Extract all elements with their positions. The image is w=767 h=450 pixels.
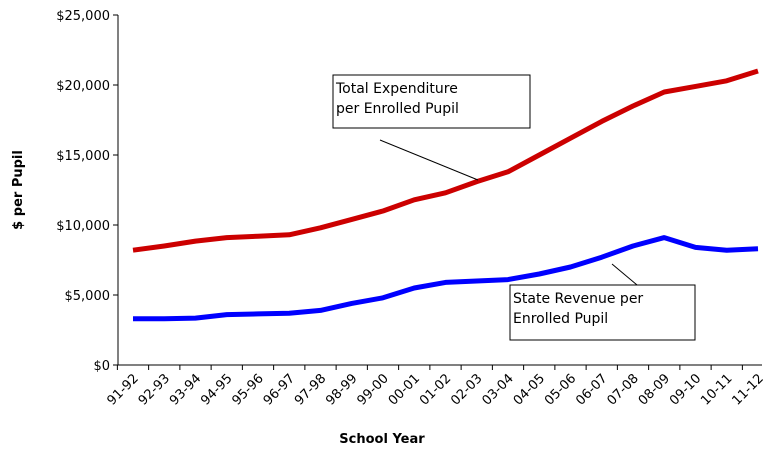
x-tick-label: 00-01: [386, 371, 423, 408]
x-tick-label: 94-95: [198, 371, 235, 408]
x-tick-label: 06-07: [573, 371, 610, 408]
y-tick-label: $10,000: [56, 219, 110, 234]
annotation-text: per Enrolled Pupil: [336, 101, 459, 117]
x-tick-label: 97-98: [292, 371, 329, 408]
y-tick-label: $15,000: [56, 149, 110, 164]
x-axis-title: School Year: [339, 432, 425, 447]
x-tick-label: 96-97: [261, 371, 298, 408]
y-tick-label: $5,000: [65, 289, 111, 304]
annotation-text: State Revenue per: [513, 291, 643, 307]
annotation-box: [509, 284, 696, 341]
x-tick-label: 98-99: [323, 371, 360, 408]
x-tick-label: 11-12: [730, 371, 767, 408]
x-tick-label: 08-09: [636, 371, 673, 408]
x-tick-label: 09-10: [667, 371, 704, 408]
y-tick-label: $20,000: [56, 79, 110, 94]
x-tick-label: 95-96: [230, 371, 267, 408]
x-tick-label: 91-92: [105, 371, 142, 408]
x-tick-label: 04-05: [511, 371, 548, 408]
x-tick-label: 03-04: [480, 371, 517, 408]
annotation-box: [332, 74, 531, 129]
y-tick-label: $25,000: [56, 9, 110, 24]
x-tick-label: 07-08: [605, 371, 642, 408]
x-tick-label: 05-06: [542, 371, 579, 408]
y-tick-label: $0: [93, 359, 110, 374]
x-tick-label: 02-03: [448, 371, 485, 408]
series-line: [132, 68, 759, 253]
x-tick-label: 93-94: [167, 371, 204, 408]
series-line: [133, 235, 759, 322]
annotation-leader: [379, 139, 479, 181]
y-axis-title: $ per Pupil: [11, 150, 26, 230]
x-tick-label: 92-93: [136, 371, 173, 408]
annotation-text: Enrolled Pupil: [513, 311, 608, 327]
x-tick-label: 99-00: [355, 371, 392, 408]
x-tick-label: 01-02: [417, 371, 454, 408]
x-tick-label: 10-11: [698, 371, 735, 408]
annotation-text: Total Expenditure: [335, 81, 458, 97]
